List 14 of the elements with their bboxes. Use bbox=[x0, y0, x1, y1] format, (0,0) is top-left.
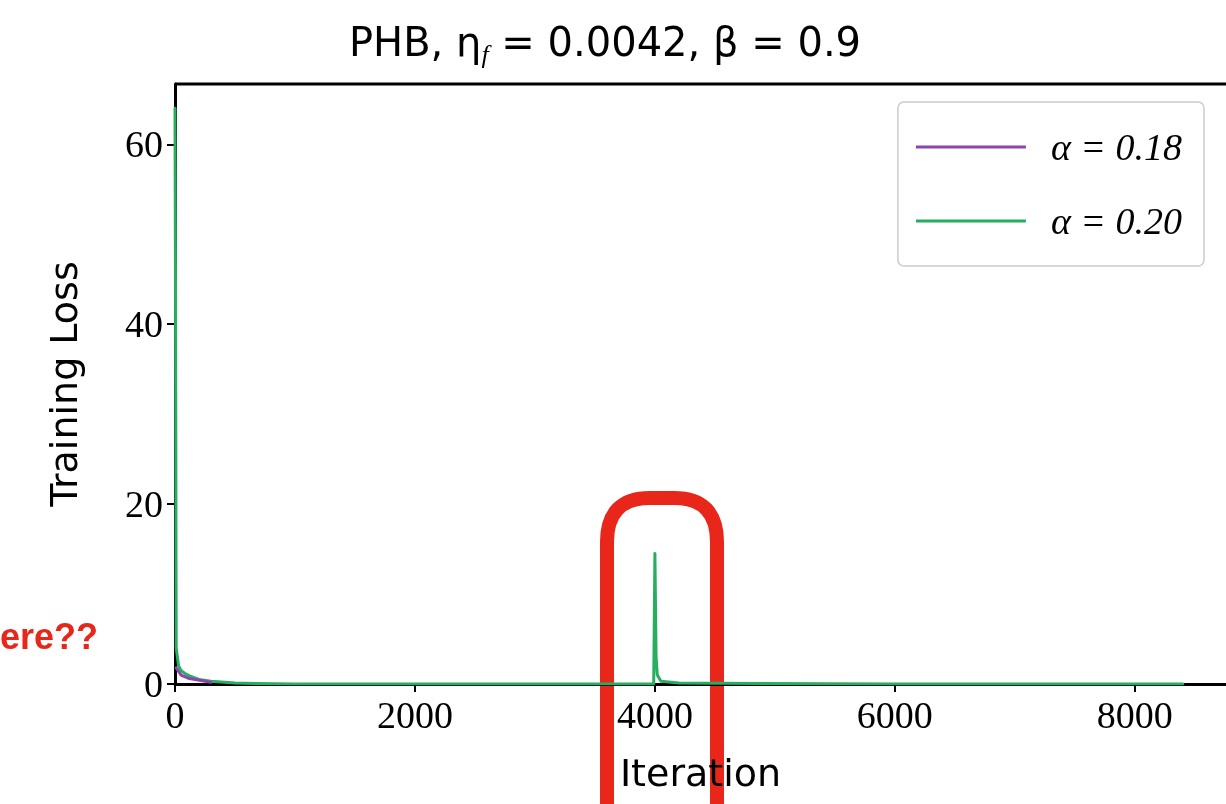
x-tick-label: 2000 bbox=[376, 694, 453, 736]
legend-label: α = 0.20 bbox=[1050, 200, 1182, 242]
text: ere?? bbox=[0, 615, 99, 657]
line-series bbox=[174, 666, 213, 684]
x-tick-label: 8000 bbox=[1096, 694, 1173, 736]
y-tick-label: 0 bbox=[144, 663, 163, 705]
line-series bbox=[173, 106, 1185, 686]
y-tick-label: 20 bbox=[125, 483, 163, 526]
y-tick-label: 60 bbox=[125, 123, 163, 166]
x-tick-label: 6000 bbox=[856, 694, 933, 736]
legend-label: α = 0.18 bbox=[1050, 126, 1182, 168]
y-axis-title: Training Loss bbox=[42, 261, 86, 508]
y-tick-label: 40 bbox=[125, 303, 163, 346]
x-tick-label: 4000 bbox=[616, 694, 693, 736]
